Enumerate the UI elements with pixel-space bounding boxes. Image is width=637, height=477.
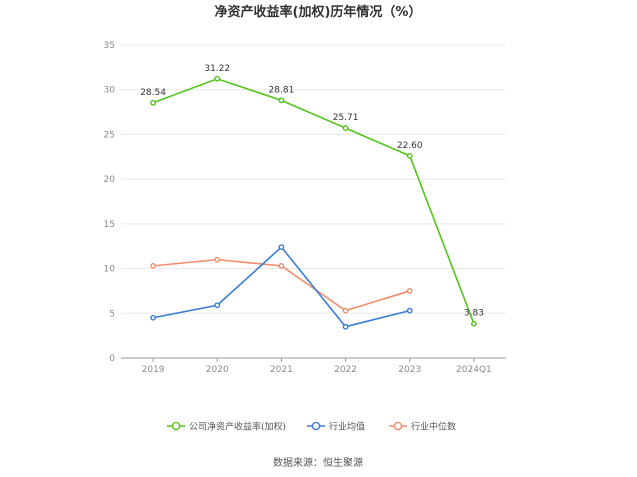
y-tick-label: 5 bbox=[109, 309, 115, 319]
data-point[interactable] bbox=[342, 125, 349, 131]
data-labels: 28.54 31.22 28.81 25.71 22.60 3.83 bbox=[140, 64, 484, 319]
data-point[interactable] bbox=[150, 99, 156, 106]
data-label: 3.83 bbox=[464, 309, 484, 319]
y-tick-label: 10 bbox=[104, 265, 116, 275]
legend-label: 行业均值 bbox=[329, 421, 365, 433]
x-tick-label: 2023 bbox=[398, 365, 421, 375]
data-label: 28.81 bbox=[269, 85, 295, 95]
data-label: 22.60 bbox=[397, 141, 423, 151]
legend-label: 行业中位数 bbox=[411, 421, 456, 433]
legend-marker bbox=[311, 421, 321, 431]
legend-label: 公司净资产收益率(加权) bbox=[189, 421, 286, 433]
legend-item-1[interactable]: 行业均值 bbox=[307, 421, 365, 433]
data-point[interactable] bbox=[150, 314, 156, 321]
chart-title: 净资产收益率(加权)历年情况（%） bbox=[215, 4, 422, 20]
y-tick-label: 25 bbox=[104, 130, 115, 140]
x-tick-label: 2019 bbox=[142, 365, 165, 375]
series-line-1 bbox=[152, 245, 410, 328]
legend-marker bbox=[393, 421, 403, 431]
legend-item-0[interactable]: 公司净资产收益率(加权) bbox=[167, 421, 286, 433]
data-point[interactable] bbox=[214, 302, 221, 309]
series-layer bbox=[150, 75, 477, 330]
y-tick-label: 30 bbox=[104, 86, 116, 96]
grid-lines bbox=[121, 44, 506, 314]
legend-item-2[interactable]: 行业中位数 bbox=[389, 421, 456, 433]
series-line-0 bbox=[152, 77, 475, 325]
x-tick-label: 2021 bbox=[270, 365, 293, 375]
y-tick-label: 15 bbox=[104, 220, 115, 230]
data-point[interactable] bbox=[214, 75, 221, 82]
legend-marker bbox=[171, 421, 181, 431]
series-1 bbox=[150, 244, 413, 330]
data-point[interactable] bbox=[278, 262, 285, 269]
y-axis: 0 5 10 15 20 25 30 35 bbox=[104, 41, 116, 364]
data-point[interactable] bbox=[278, 244, 285, 251]
data-point[interactable] bbox=[342, 323, 349, 330]
data-point[interactable] bbox=[278, 97, 285, 104]
data-point[interactable] bbox=[342, 307, 349, 314]
x-tick-label: 2024Q1 bbox=[456, 365, 492, 375]
series-0 bbox=[150, 75, 477, 327]
y-tick-label: 0 bbox=[109, 354, 115, 364]
data-label: 28.54 bbox=[140, 88, 166, 98]
series-2 bbox=[150, 256, 413, 314]
data-point[interactable] bbox=[406, 288, 413, 294]
x-axis: 2019 2020 2021 2022 2023 2024Q1 bbox=[121, 357, 506, 375]
data-point[interactable] bbox=[150, 262, 156, 269]
data-label: 31.22 bbox=[204, 64, 230, 74]
legend[interactable]: 公司净资产收益率(加权) 行业均值 行业中位数 bbox=[167, 421, 456, 433]
data-label: 25.71 bbox=[333, 113, 359, 123]
source-note: 数据来源：恒生聚源 bbox=[273, 456, 363, 469]
data-point[interactable] bbox=[406, 307, 413, 314]
data-point[interactable] bbox=[214, 256, 221, 263]
data-point[interactable] bbox=[471, 320, 477, 327]
x-tick-label: 2022 bbox=[334, 365, 357, 375]
x-tick-label: 2020 bbox=[206, 365, 229, 375]
y-tick-label: 20 bbox=[104, 175, 116, 185]
data-point[interactable] bbox=[406, 152, 413, 159]
y-tick-label: 35 bbox=[104, 41, 115, 51]
